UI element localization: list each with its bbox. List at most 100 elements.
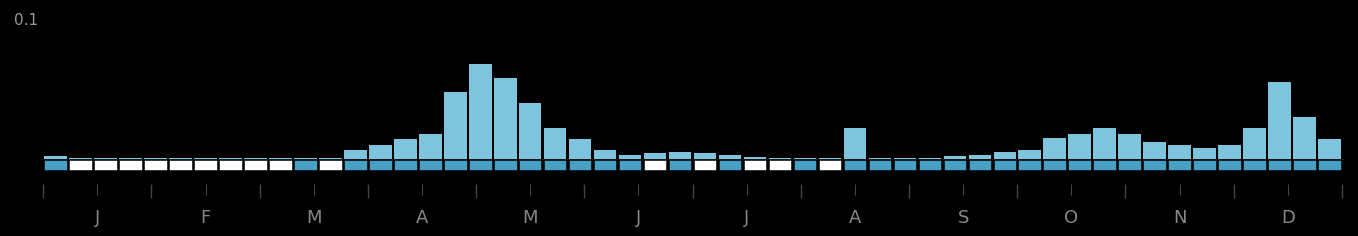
Bar bbox=[494, 78, 516, 159]
Bar bbox=[1293, 160, 1316, 170]
Bar bbox=[1143, 142, 1167, 159]
Bar bbox=[718, 160, 741, 170]
Bar bbox=[869, 160, 891, 170]
Bar bbox=[1268, 82, 1290, 159]
Bar bbox=[319, 158, 342, 159]
Bar bbox=[69, 158, 92, 159]
Bar bbox=[469, 160, 492, 170]
Bar bbox=[694, 153, 716, 159]
Bar bbox=[1093, 128, 1116, 159]
Bar bbox=[194, 158, 217, 159]
Bar bbox=[120, 158, 141, 159]
Bar bbox=[1244, 128, 1266, 159]
Bar bbox=[769, 158, 792, 159]
Bar bbox=[593, 160, 617, 170]
Bar bbox=[95, 160, 117, 170]
Bar bbox=[1218, 145, 1241, 159]
Bar bbox=[718, 155, 741, 159]
Bar bbox=[295, 158, 316, 159]
Bar bbox=[269, 160, 292, 170]
Bar bbox=[1168, 145, 1191, 159]
Bar bbox=[843, 160, 866, 170]
Bar bbox=[469, 64, 492, 159]
Bar bbox=[344, 160, 367, 170]
Bar bbox=[918, 160, 941, 170]
Bar bbox=[319, 160, 342, 170]
Bar bbox=[95, 158, 117, 159]
Bar bbox=[444, 160, 467, 170]
Bar bbox=[519, 103, 542, 159]
Bar bbox=[819, 160, 841, 170]
Bar bbox=[1194, 160, 1215, 170]
Bar bbox=[593, 151, 617, 159]
Bar bbox=[619, 155, 641, 159]
Bar bbox=[1168, 160, 1191, 170]
Bar bbox=[545, 128, 566, 159]
Bar bbox=[244, 158, 266, 159]
Bar bbox=[1018, 151, 1042, 159]
Bar bbox=[1293, 117, 1316, 159]
Bar bbox=[244, 160, 266, 170]
Bar bbox=[644, 153, 667, 159]
Bar bbox=[1218, 160, 1241, 170]
Bar bbox=[120, 160, 141, 170]
Bar bbox=[918, 158, 941, 159]
Bar bbox=[494, 160, 516, 170]
Bar bbox=[669, 152, 691, 159]
Bar bbox=[170, 160, 191, 170]
Bar bbox=[744, 157, 766, 159]
Bar bbox=[369, 145, 391, 159]
Bar bbox=[170, 158, 191, 159]
Bar bbox=[1018, 160, 1042, 170]
Bar bbox=[944, 160, 966, 170]
Bar bbox=[968, 155, 991, 159]
Bar bbox=[420, 160, 441, 170]
Bar bbox=[819, 158, 841, 159]
Bar bbox=[519, 160, 542, 170]
Bar bbox=[45, 160, 67, 170]
Bar bbox=[619, 160, 641, 170]
Bar bbox=[569, 160, 592, 170]
Bar bbox=[344, 151, 367, 159]
Bar bbox=[793, 160, 816, 170]
Bar bbox=[394, 139, 417, 159]
Bar bbox=[1194, 148, 1215, 159]
Bar bbox=[894, 160, 917, 170]
Bar bbox=[994, 160, 1016, 170]
Bar bbox=[843, 128, 866, 159]
Bar bbox=[569, 139, 592, 159]
Bar bbox=[869, 158, 891, 159]
Bar bbox=[144, 160, 167, 170]
Bar bbox=[1093, 160, 1116, 170]
Bar bbox=[1043, 138, 1066, 159]
Bar bbox=[669, 160, 691, 170]
Bar bbox=[994, 152, 1016, 159]
Bar bbox=[295, 160, 316, 170]
Bar bbox=[1069, 160, 1090, 170]
Bar bbox=[1143, 160, 1167, 170]
Bar bbox=[1268, 160, 1290, 170]
Bar bbox=[793, 158, 816, 159]
Bar bbox=[644, 160, 667, 170]
Bar bbox=[45, 156, 67, 159]
Bar bbox=[545, 160, 566, 170]
Bar bbox=[1119, 134, 1141, 159]
Bar bbox=[394, 160, 417, 170]
Bar bbox=[69, 160, 92, 170]
Bar bbox=[1244, 160, 1266, 170]
Bar bbox=[1319, 139, 1340, 159]
Bar bbox=[968, 160, 991, 170]
Bar bbox=[769, 160, 792, 170]
Bar bbox=[269, 158, 292, 159]
Bar bbox=[694, 160, 716, 170]
Bar bbox=[1319, 160, 1340, 170]
Bar bbox=[1119, 160, 1141, 170]
Bar bbox=[219, 160, 242, 170]
Bar bbox=[194, 160, 217, 170]
Bar bbox=[369, 160, 391, 170]
Bar bbox=[144, 158, 167, 159]
Bar bbox=[744, 160, 766, 170]
Bar bbox=[219, 158, 242, 159]
Bar bbox=[894, 158, 917, 159]
Bar bbox=[444, 92, 467, 159]
